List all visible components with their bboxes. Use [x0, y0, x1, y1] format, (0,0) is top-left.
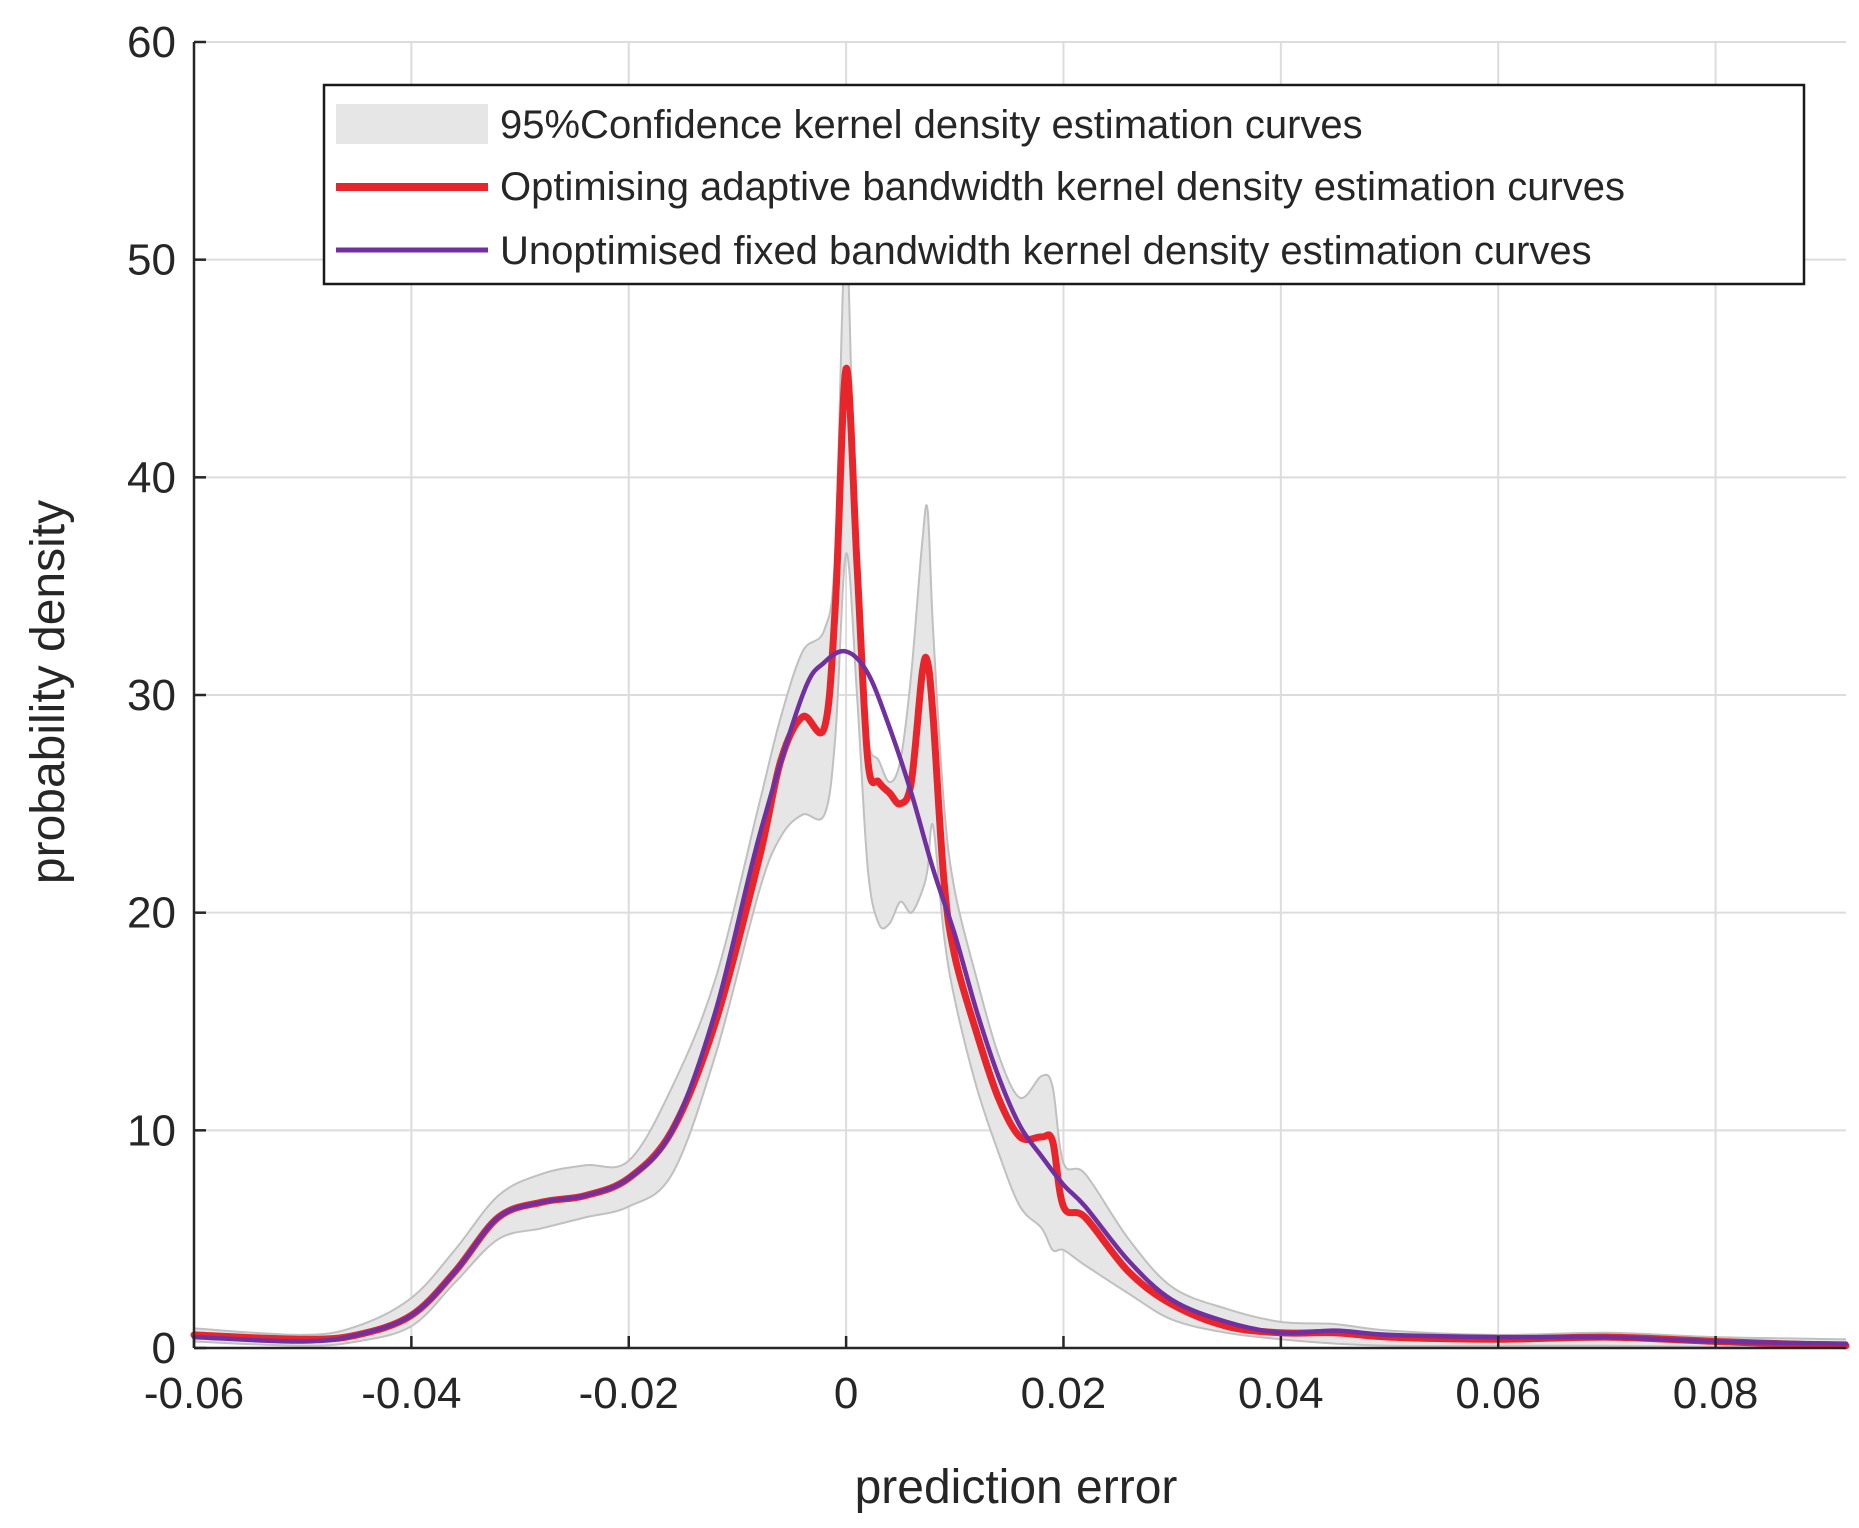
x-tick-label-1: -0.04 [361, 1369, 461, 1418]
legend-label-adaptive: Optimising adaptive bandwidth kernel den… [500, 165, 1625, 209]
x-tick-label-7: 0.08 [1673, 1369, 1759, 1418]
y-tick-label-5: 50 [127, 236, 176, 285]
x-tick-label-4: 0.02 [1021, 1369, 1107, 1418]
series-line-fixed [191, 648, 1849, 1346]
y-tick-label-2: 20 [127, 889, 176, 938]
x-tick-label-2: -0.02 [579, 1369, 679, 1418]
axes: 0 10 20 30 40 50 60 -0.06 -0.04 -0.02 0 0.02 0.04 0.0… [127, 18, 1846, 1418]
legend-label-fixed: Unoptimised fixed bandwidth kernel densi… [500, 229, 1592, 273]
confidence-band-lower-edge [193, 552, 1847, 1349]
y-axis-label: probability density [22, 500, 75, 884]
legend-swatch-confidence-band [336, 104, 488, 144]
y-tick-label-0: 0 [152, 1324, 176, 1373]
legend-label-confidence-band: 95%Confidence kernel density estimation … [500, 103, 1363, 147]
x-tick-label-5: 0.04 [1238, 1369, 1324, 1418]
confidence-band-upper-edge [193, 236, 1847, 1341]
y-tick-label-3: 30 [127, 671, 176, 720]
legend-box [322, 83, 1806, 286]
x-tick-label-3: 0 [834, 1369, 858, 1418]
legend: 95%Confidence kernel density estimation … [322, 83, 1806, 286]
plot-data [190, 236, 1850, 1350]
y-tick-label-1: 10 [127, 1106, 176, 1155]
y-tick-label-4: 40 [127, 453, 176, 502]
x-axis-label: prediction error [855, 1461, 1178, 1514]
x-tick-label-0: -0.06 [144, 1369, 244, 1418]
x-tick-label-6: 0.06 [1455, 1369, 1541, 1418]
confidence-band-area [194, 237, 1846, 1349]
y-tick-label-6: 60 [127, 18, 176, 67]
